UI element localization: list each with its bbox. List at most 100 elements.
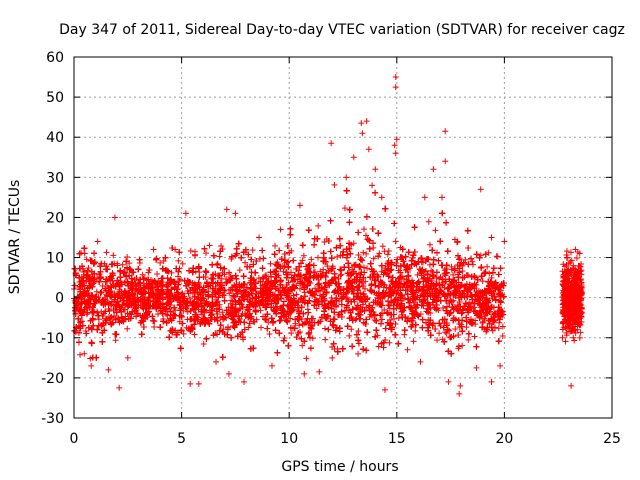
data-point [184, 287, 191, 294]
data-point [258, 324, 265, 331]
data-point [149, 313, 156, 320]
data-point [322, 336, 329, 343]
data-point [496, 319, 503, 326]
data-point [124, 254, 131, 261]
data-point [266, 330, 273, 337]
data-point [239, 310, 246, 317]
data-point [436, 330, 443, 337]
data-point [314, 254, 321, 261]
data-point [370, 255, 377, 262]
data-point [299, 257, 306, 264]
data-point [428, 267, 435, 274]
data-point [429, 299, 436, 306]
data-point [425, 218, 432, 225]
data-point [313, 305, 320, 312]
data-point [176, 277, 183, 284]
data-point [278, 292, 285, 299]
data-point [455, 256, 462, 263]
data-point [236, 267, 243, 274]
data-point [315, 222, 322, 229]
data-point [459, 342, 466, 349]
data-point [366, 314, 373, 321]
data-point [214, 260, 221, 267]
data-point [450, 271, 457, 278]
data-point [331, 181, 338, 188]
data-point [124, 310, 131, 317]
grid [74, 57, 612, 418]
data-point [380, 284, 387, 291]
data-point [392, 320, 399, 327]
data-point [419, 259, 426, 266]
data-point [249, 247, 256, 254]
data-point [95, 316, 102, 323]
data-point [432, 227, 439, 234]
data-point [157, 259, 164, 266]
data-point [253, 316, 260, 323]
data-point [459, 268, 466, 275]
data-point [363, 250, 370, 257]
data-point [355, 251, 362, 258]
data-point [141, 275, 148, 282]
data-point [163, 294, 170, 301]
data-point [221, 271, 228, 278]
data-point [151, 324, 158, 331]
data-point [124, 325, 131, 332]
data-point [187, 247, 194, 254]
data-point [191, 331, 198, 338]
data-point [320, 266, 327, 273]
data-point [255, 275, 262, 282]
data-point [499, 332, 506, 339]
data-point [277, 316, 284, 323]
data-point [333, 324, 340, 331]
data-point [103, 249, 110, 256]
data-point [362, 278, 369, 285]
data-point [185, 290, 192, 297]
data-point [119, 261, 126, 268]
data-point [184, 308, 191, 315]
data-point [381, 306, 388, 313]
data-point [82, 327, 89, 334]
data-point [448, 266, 455, 273]
data-point [308, 256, 315, 263]
data-point [360, 249, 367, 256]
data-point [323, 288, 330, 295]
data-point [426, 241, 433, 248]
data-point [479, 278, 486, 285]
data-point [101, 296, 108, 303]
data-point [114, 260, 121, 267]
data-point [276, 287, 283, 294]
data-point [272, 242, 279, 249]
data-point [145, 269, 152, 276]
data-point [337, 272, 344, 279]
data-point [499, 323, 506, 330]
data-point [179, 260, 186, 267]
data-point [433, 274, 440, 281]
data-point [87, 355, 94, 362]
data-point [382, 336, 389, 343]
data-point [299, 342, 306, 349]
data-point [395, 315, 402, 322]
data-point [227, 300, 234, 307]
data-point [110, 252, 117, 259]
data-point [218, 243, 225, 250]
data-point [285, 258, 292, 265]
data-point [287, 315, 294, 322]
data-point [99, 283, 106, 290]
data-point [412, 327, 419, 334]
data-point [410, 338, 417, 345]
data-point [97, 289, 104, 296]
data-point [475, 287, 482, 294]
data-point [465, 336, 472, 343]
data-point [488, 274, 495, 281]
data-point [384, 251, 391, 258]
data-point [362, 232, 369, 239]
data-point [401, 331, 408, 338]
data-point [77, 351, 84, 358]
data-point [214, 298, 221, 305]
data-point [375, 343, 382, 350]
data-point [81, 350, 88, 357]
data-point [160, 258, 167, 265]
data-point [370, 308, 377, 315]
data-point [386, 305, 393, 312]
